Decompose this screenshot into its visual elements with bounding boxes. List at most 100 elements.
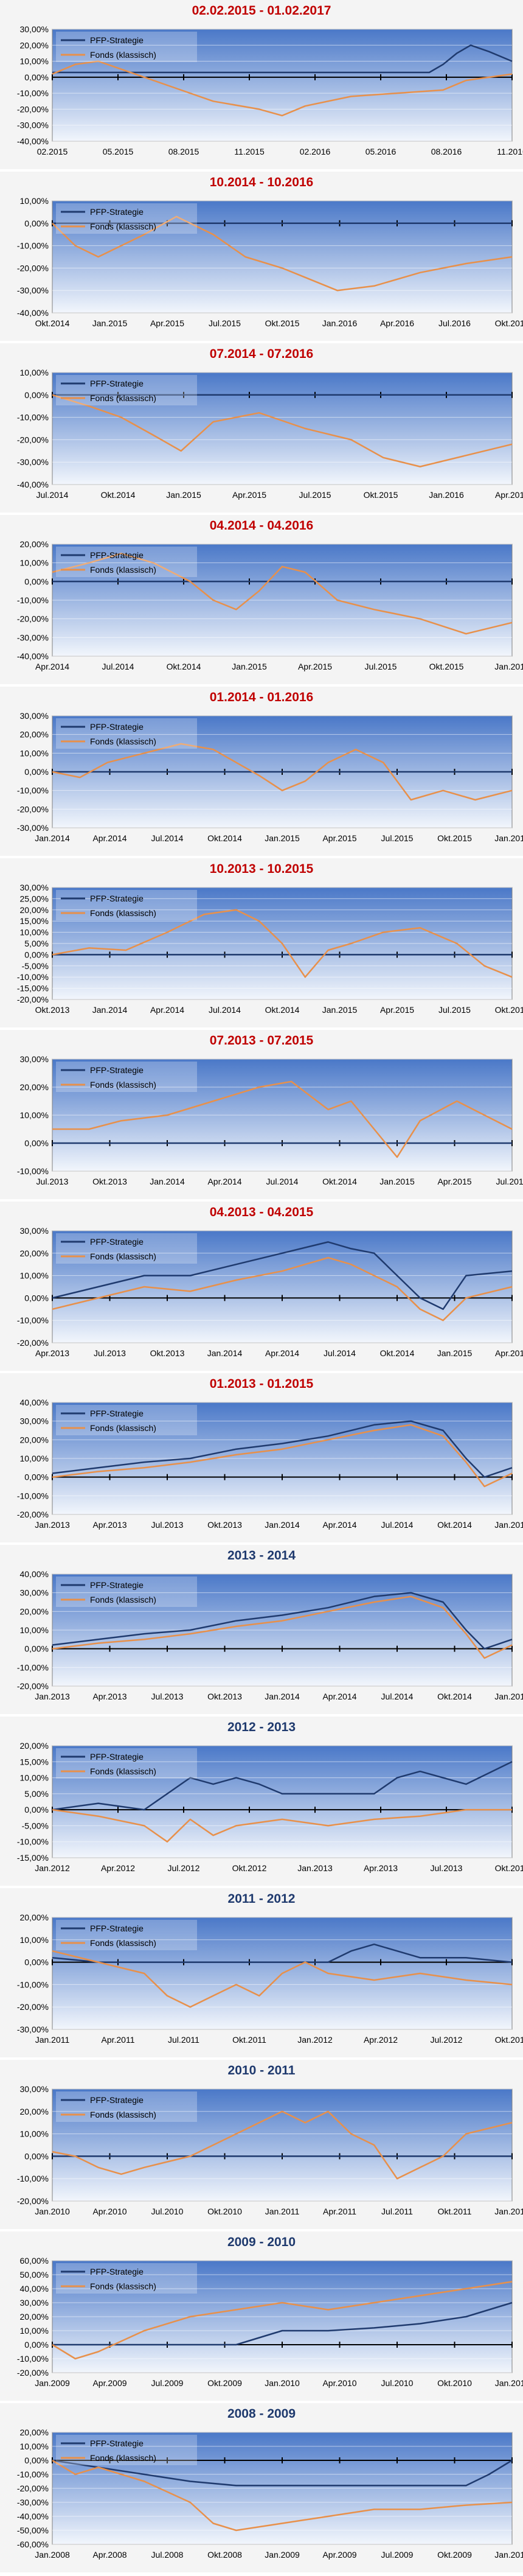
- legend: PFP-Strategie Fonds (klassisch): [56, 1920, 197, 1950]
- legend: PFP-Strategie Fonds (klassisch): [56, 1577, 197, 1607]
- x-tick-label: Jul.2010: [151, 2207, 184, 2216]
- legend-box: [56, 375, 197, 405]
- chart-title: 07.2013 - 07.2015: [209, 1034, 314, 1048]
- x-tick-label: Jul.2009: [381, 2550, 414, 2560]
- chart-svg: 30,00%20,00%10,00%0,00%-10,00%-20,00%Jan…: [17, 2084, 523, 2216]
- y-tick-label: -40,00%: [17, 2511, 49, 2521]
- y-tick-label: -10,00%: [17, 2354, 49, 2364]
- x-tick-label: Jul.2015: [365, 662, 397, 671]
- x-tick-label: Okt.2014: [167, 662, 201, 671]
- legend-label: Fonds (klassisch): [90, 393, 156, 403]
- x-tick-label: Okt.2013: [92, 1177, 127, 1186]
- chart-panel: 60,00% 50,00% 40,00% 30,00% 20,00% 10,00% 0,00…: [0, 2231, 523, 2401]
- x-tick-label: Jul.2016: [438, 318, 471, 328]
- x-tick-label: Okt.2014: [265, 1005, 300, 1015]
- y-tick-label: -10,00%: [17, 1166, 49, 1176]
- y-tick-label: -15,00%: [17, 984, 49, 993]
- y-tick-label: 10,00%: [20, 368, 49, 377]
- chart-title: 01.2014 - 01.2016: [209, 690, 314, 704]
- x-tick-label: Jul.2012: [431, 2035, 463, 2045]
- chart-panel: 30,00% 20,00% 10,00% 0,00% -10,00% Jul.2013 Ok…: [0, 1030, 523, 1199]
- y-tick-label: 10,00%: [20, 2326, 49, 2336]
- x-tick-label: Jul.2014: [381, 1520, 414, 1530]
- x-tick-label: Jul.2010: [381, 2378, 414, 2388]
- legend: PFP-Strategie Fonds (klassisch): [56, 718, 197, 749]
- x-tick-label: Jul.2014: [102, 662, 134, 671]
- y-tick-label: 0,00%: [24, 950, 49, 959]
- x-tick-label: Okt.2014: [437, 1692, 472, 1701]
- chart-svg: 10,00%0,00%-10,00%-20,00%-30,00%-40,00%J…: [17, 368, 523, 500]
- chart-svg: 30,00% 20,00% 10,00% 0,00% -10,00% -20,00% -30…: [17, 711, 523, 843]
- x-tick-label: 08.2015: [168, 147, 199, 156]
- x-tick-label: Apr.2014: [265, 1348, 299, 1358]
- x-tick-label: Jul.2013: [151, 1520, 184, 1530]
- chart-title: 2011 - 2012: [227, 1892, 296, 1906]
- legend-label: Fonds (klassisch): [90, 1251, 156, 1261]
- x-tick-label: Jan.2014: [207, 1348, 243, 1358]
- chart-title: 01.2013 - 01.2015: [209, 1377, 314, 1391]
- x-tick-label: Okt.2015: [265, 318, 300, 328]
- y-tick-label: 20,00%: [20, 1913, 49, 1922]
- legend-box: [56, 1748, 197, 1779]
- chart-svg: 30,00% 20,00% 10,00% 0,00% -10,00% -20,00% -30…: [17, 24, 523, 156]
- y-tick-label: 10,00%: [20, 2129, 49, 2139]
- x-tick-label: Jan.2016: [494, 662, 523, 671]
- series-line: [52, 1256, 513, 1321]
- series-line: [52, 2110, 513, 2180]
- x-tick-label: Apr.2012: [101, 1863, 135, 1873]
- y-tick-label: 20,00%: [20, 905, 49, 915]
- x-tick-label: Jul.2014: [381, 1692, 414, 1701]
- y-tick-label: 30,00%: [20, 2084, 49, 2094]
- x-tick-label: Apr.2012: [364, 2035, 398, 2045]
- chart-title: 07.2014 - 07.2016: [209, 347, 314, 361]
- chart-panel: 30,00% 20,00% 10,00% 0,00% -10,00% -20,00% -30…: [0, 0, 523, 169]
- y-tick-label: -20,00%: [17, 1338, 49, 1348]
- y-tick-label: -5,00%: [22, 1821, 49, 1830]
- x-tick-label: Jul.2009: [151, 2378, 184, 2388]
- legend-label: Fonds (klassisch): [90, 1423, 156, 1433]
- y-tick-label: -40,00%: [17, 308, 49, 318]
- x-tick-label: Jul.2015: [438, 1005, 471, 1015]
- series-line: [52, 44, 513, 74]
- y-tick-label: 30,00%: [20, 1416, 49, 1426]
- x-tick-label: Jan.2015: [92, 318, 128, 328]
- x-tick-label: Apr.2015: [380, 1005, 414, 1015]
- y-tick-label: -20,00%: [17, 804, 49, 814]
- x-tick-label: 02.2015: [37, 147, 68, 156]
- y-tick-label: -10,00%: [17, 595, 49, 605]
- series-line: [52, 2459, 513, 2532]
- chart-panel: 20,00% 10,00% 0,00% -10,00% -20,00% -30,00% -4…: [0, 2403, 523, 2572]
- y-tick-label: 10,00%: [20, 196, 49, 206]
- legend-label: Fonds (klassisch): [90, 2453, 156, 2463]
- legend-box: [56, 2263, 197, 2294]
- legend: PFP-Strategie Fonds (klassisch): [56, 2263, 197, 2294]
- chart-svg: 10,00%0,00%-10,00%-20,00%-30,00%-40,00%O…: [17, 196, 523, 328]
- plot-area: [52, 29, 513, 142]
- series-line: [52, 1080, 513, 1158]
- x-tick-label: Okt.2013: [495, 1863, 523, 1873]
- legend-label: Fonds (klassisch): [90, 2110, 156, 2119]
- y-tick-label: 0,00%: [24, 2455, 49, 2465]
- chart-svg: 30,00% 20,00% 10,00% 0,00% -10,00%Jul.2013 Ok…: [17, 1054, 523, 1186]
- x-tick-label: Okt.2016: [495, 318, 523, 328]
- series-line: [52, 1761, 513, 1811]
- legend-label: PFP-Strategie: [90, 379, 144, 388]
- x-tick-label: Okt.2009: [437, 2550, 472, 2560]
- y-tick-label: -20,00%: [17, 1510, 49, 1519]
- x-tick-label: Jan.2012: [35, 1863, 70, 1873]
- y-tick-label: 15,00%: [20, 916, 49, 926]
- x-tick-label: Apr.2014: [322, 1520, 356, 1530]
- x-tick-label: Jul.2011: [168, 2035, 199, 2045]
- y-tick-label: -30,00%: [17, 285, 49, 295]
- y-tick-label: -10,00%: [17, 1662, 49, 1672]
- x-tick-label: Okt.2009: [207, 2378, 242, 2388]
- x-tick-label: Jan.2009: [265, 2550, 300, 2560]
- y-tick-label: -10,00%: [17, 413, 49, 422]
- y-tick-label: 20,00%: [20, 1435, 49, 1444]
- legend: PFP-Strategie Fonds (klassisch): [56, 2091, 197, 2122]
- x-tick-label: Jul.2015: [496, 1177, 523, 1186]
- legend-label: PFP-Strategie: [90, 1065, 144, 1075]
- x-tick-label: Okt.2014: [437, 1520, 472, 1530]
- x-tick-label: 05.2015: [103, 147, 134, 156]
- legend: PFP-Strategie Fonds (klassisch): [56, 203, 197, 234]
